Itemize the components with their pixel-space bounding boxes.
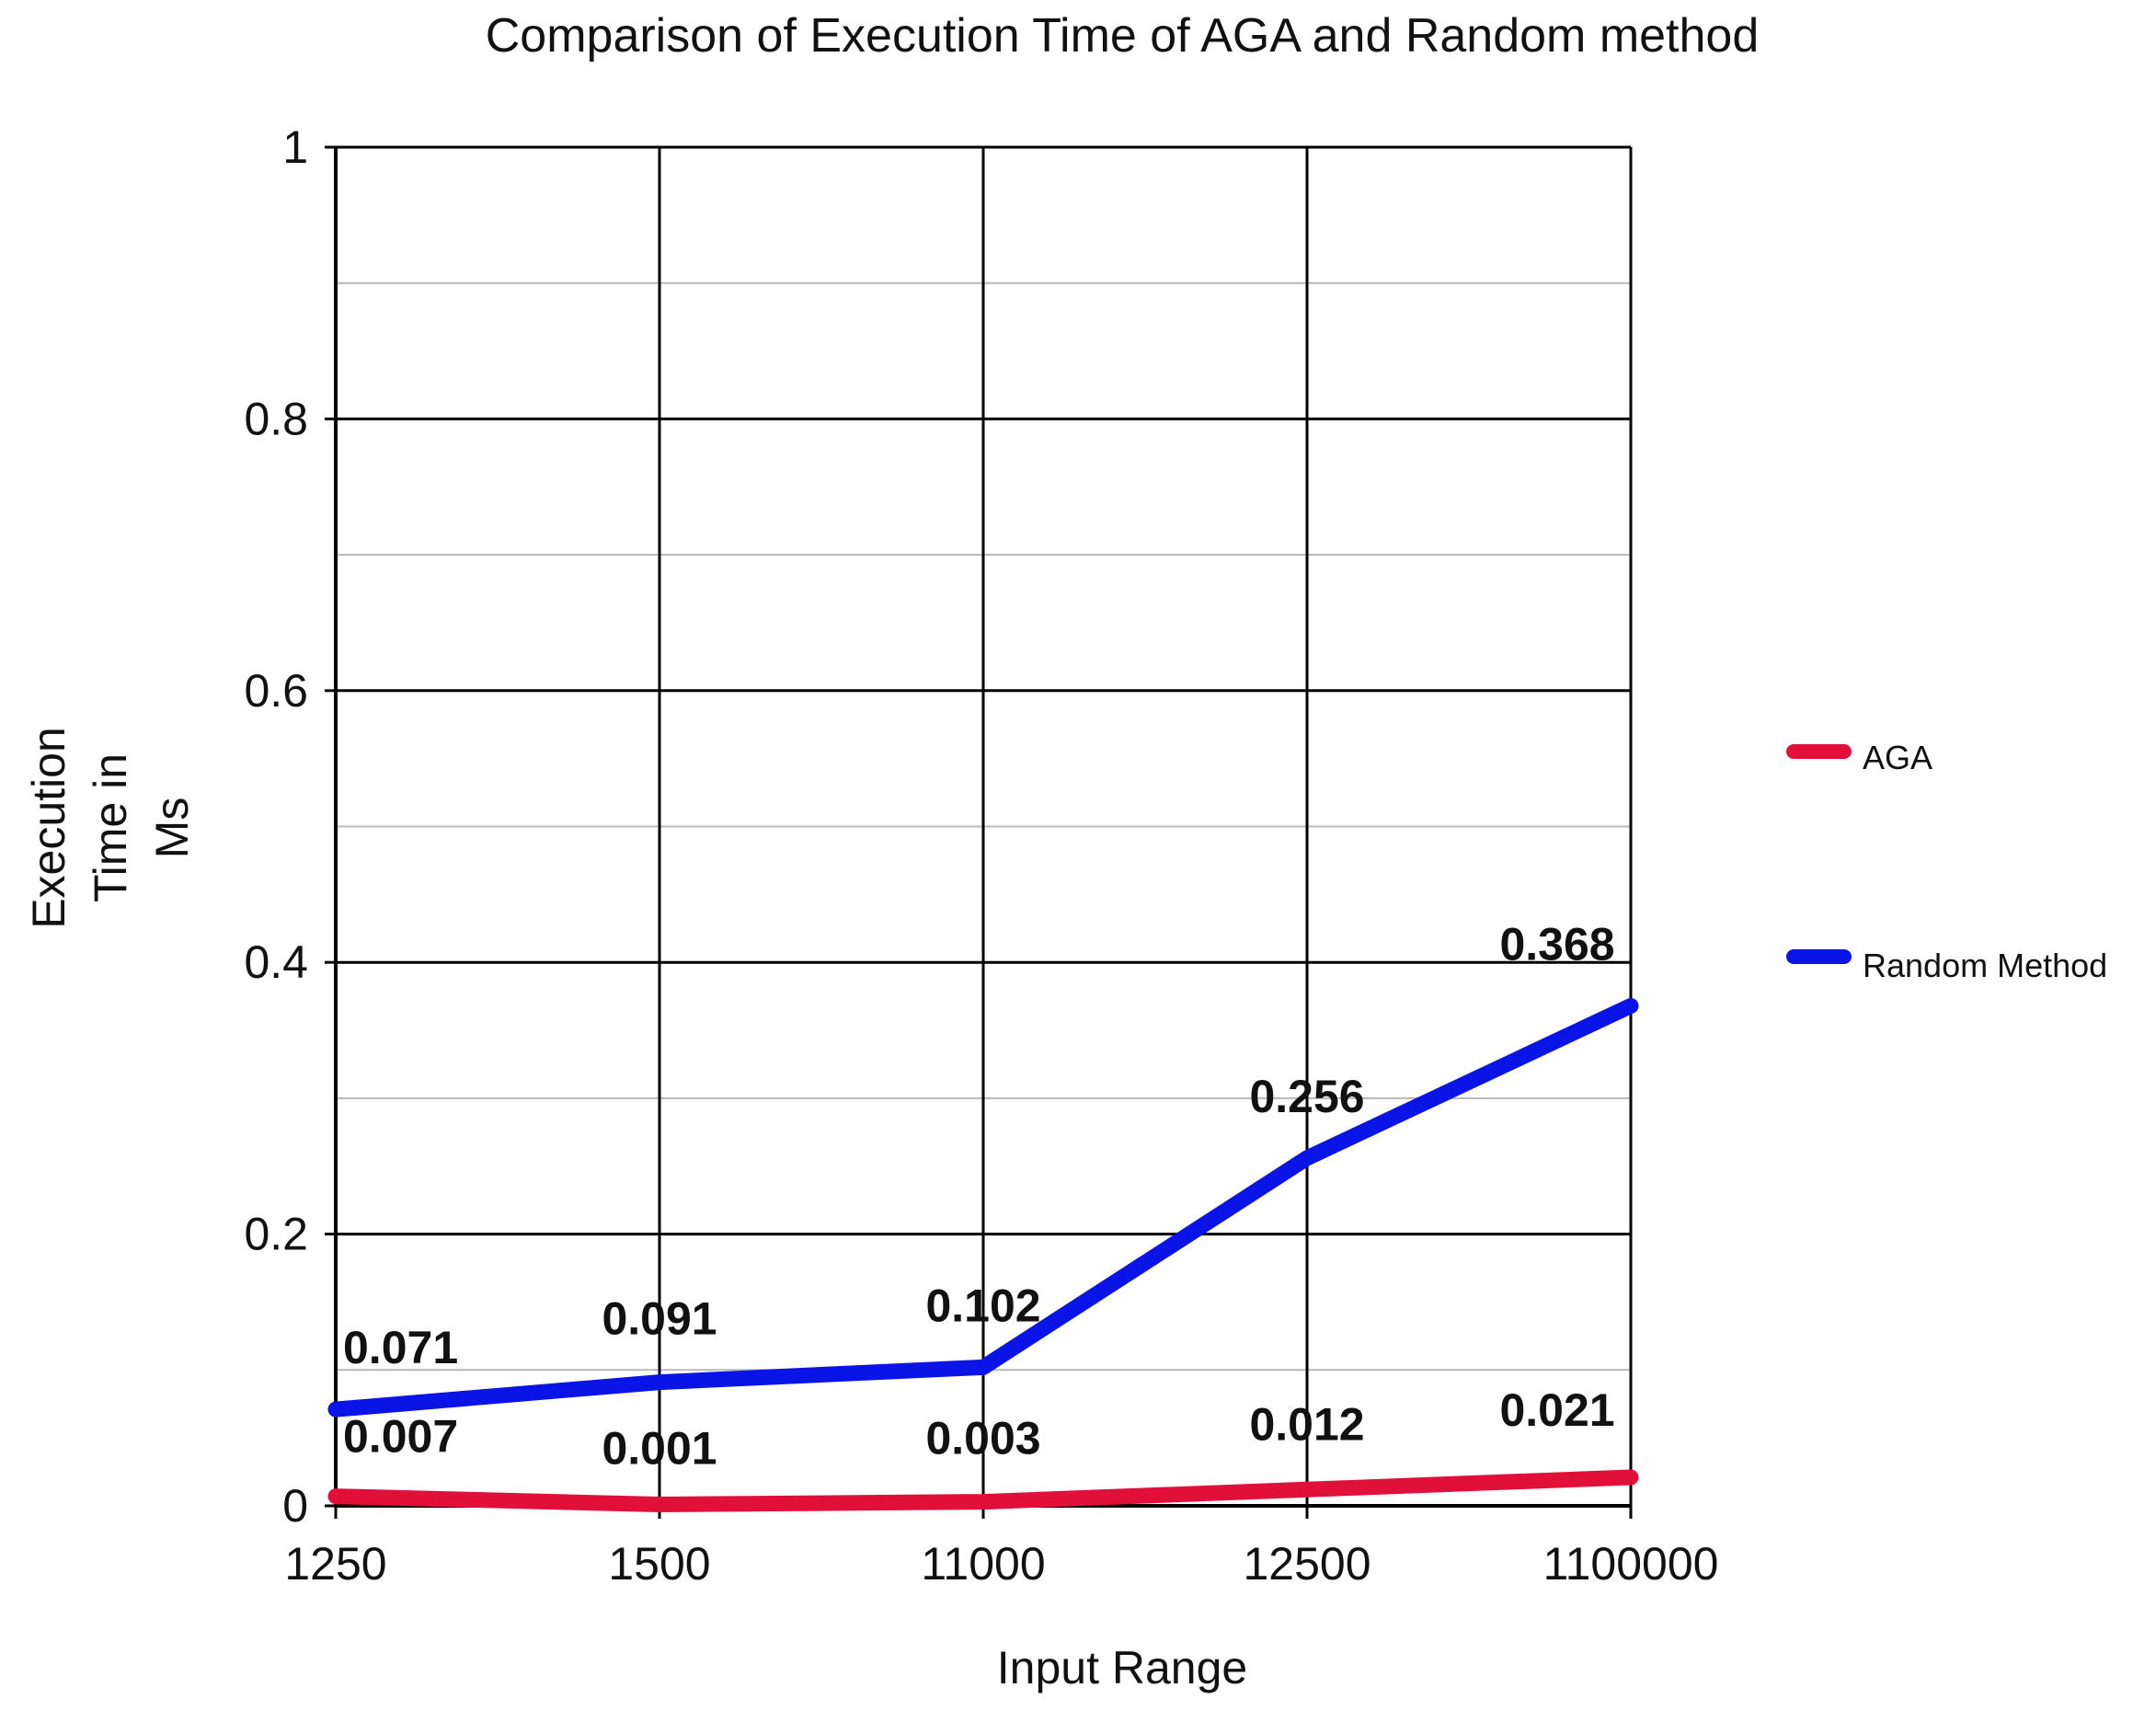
x-tick-label: 1250 bbox=[284, 1538, 386, 1590]
data-label-random-method: 0.256 bbox=[1249, 1071, 1364, 1122]
y-tick-label: 0.2 bbox=[244, 1209, 308, 1260]
data-label-aga: 0.012 bbox=[1249, 1398, 1364, 1450]
data-label-aga: 0.001 bbox=[602, 1423, 717, 1475]
data-labels: 0.007 0.001 0.003 0.012 0.021 0.071 0.091 0.102… bbox=[343, 918, 1615, 1474]
x-tick-label: 12500 bbox=[1243, 1538, 1370, 1590]
y-tick-label: 1 bbox=[282, 121, 308, 173]
data-label-aga: 0.021 bbox=[1499, 1384, 1614, 1436]
data-point-aga bbox=[1623, 1469, 1638, 1485]
y-axis-label-line-2: Time in bbox=[85, 753, 136, 902]
data-label-aga: 0.007 bbox=[343, 1411, 458, 1463]
data-point-random-method bbox=[652, 1374, 667, 1390]
y-axis-label-line-3: Ms bbox=[146, 798, 198, 859]
data-point-random-method bbox=[1300, 1150, 1314, 1165]
data-label-random-method: 0.368 bbox=[1499, 918, 1614, 970]
x-tick-label: 11000 bbox=[921, 1538, 1045, 1590]
data-point-aga bbox=[976, 1494, 991, 1510]
data-point-aga bbox=[328, 1488, 343, 1504]
data-label-random-method: 0.102 bbox=[925, 1280, 1040, 1331]
data-label-aga: 0.003 bbox=[925, 1413, 1040, 1464]
data-label-random-method: 0.091 bbox=[602, 1293, 717, 1345]
legend-label-random-method: Random Method bbox=[1863, 947, 2107, 984]
data-point-aga bbox=[1300, 1482, 1314, 1498]
y-tick-label: 0 bbox=[282, 1480, 308, 1532]
y-tick-label: 0.8 bbox=[244, 393, 308, 444]
y-axis-label: Execution Time in Ms bbox=[23, 727, 198, 929]
x-tick-label: 1100000 bbox=[1543, 1538, 1719, 1590]
data-point-aga bbox=[652, 1497, 667, 1512]
data-point-random-method bbox=[328, 1402, 343, 1418]
y-axis-label-line-1: Execution bbox=[23, 727, 75, 929]
data-label-random-method: 0.071 bbox=[343, 1322, 458, 1373]
series-lines bbox=[327, 997, 1639, 1513]
data-point-random-method bbox=[1623, 998, 1638, 1014]
chart-title: Comparison of Execution Time of AGA and … bbox=[486, 9, 1760, 63]
legend-label-aga: AGA bbox=[1863, 739, 1932, 776]
y-tick-label: 0.4 bbox=[244, 936, 308, 988]
y-tick-label: 0.6 bbox=[244, 665, 308, 717]
data-point-random-method bbox=[976, 1360, 991, 1375]
legend: AGA Random Method bbox=[1786, 739, 2107, 984]
x-axis-label: Input Range bbox=[997, 1642, 1247, 1693]
x-tick-label: 1500 bbox=[608, 1538, 710, 1590]
